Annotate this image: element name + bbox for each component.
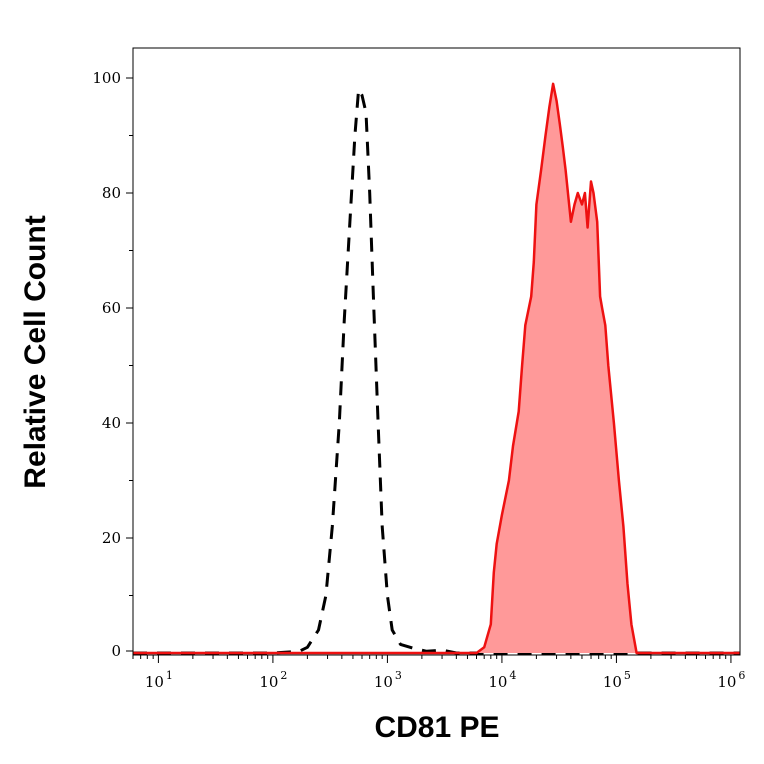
x-tick-exponent: 2 [280, 669, 287, 682]
y-tick-label: 40 [102, 414, 121, 432]
y-tick-label: 100 [92, 69, 121, 87]
x-tick-label: 10 [603, 673, 622, 691]
y-axis-title: Relative Cell Count [19, 215, 52, 488]
y-tick-label: 20 [102, 529, 121, 547]
plot-area [133, 82, 740, 655]
series-1-fill [133, 83, 740, 654]
x-tick-label: 10 [259, 673, 278, 691]
plot-frame [132, 47, 741, 656]
x-tick-label: 10 [717, 673, 736, 691]
series-1-line [133, 82, 740, 655]
x-tick-exponent: 6 [738, 669, 745, 682]
x-tick-label: 10 [488, 673, 507, 691]
x-tick-exponent: 3 [395, 669, 402, 682]
x-tick-label: 10 [374, 673, 393, 691]
x-tick-label: 10 [145, 673, 164, 691]
y-tick-label: 60 [102, 299, 121, 317]
x-tick-exponent: 1 [166, 669, 173, 682]
y-tick-label: 0 [111, 642, 121, 660]
x-tick-exponent: 5 [624, 669, 631, 682]
x-tick-exponent: 4 [509, 669, 516, 682]
y-tick-label: 80 [102, 184, 121, 202]
x-axis-title: CD81 PE [374, 711, 499, 744]
series-0-line [133, 88, 740, 655]
